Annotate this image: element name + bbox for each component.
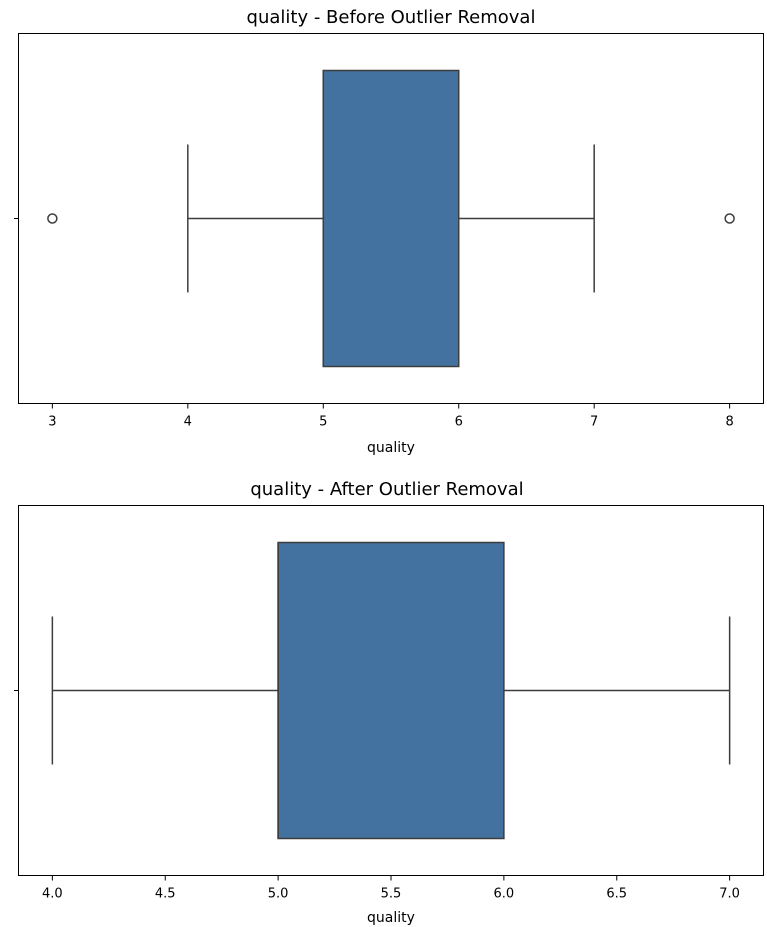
boxplot-after — [51, 541, 731, 840]
x-tick-label: 4.5 — [155, 887, 176, 902]
x-axis-label-before: quality — [367, 440, 415, 456]
chart-title-after: quality - After Outlier Removal — [250, 479, 523, 500]
x-tick-label: 7 — [590, 415, 598, 430]
x-tick-label: 6 — [455, 415, 463, 430]
x-tick-label: 5 — [319, 415, 327, 430]
chart-title-before: quality - Before Outlier Removal — [247, 7, 536, 28]
x-tick-label: 4.0 — [42, 887, 63, 902]
x-tick-label: 5.5 — [381, 887, 402, 902]
x-tick-label: 4 — [184, 415, 192, 430]
x-tick-label: 5.0 — [268, 887, 289, 902]
x-tick-label: 3 — [48, 415, 56, 430]
x-tick-label: 8 — [725, 415, 733, 430]
x-axis-ticks-before: 3 4 5 6 7 8 — [48, 403, 734, 430]
iqr-box — [277, 541, 505, 840]
boxplot-before — [47, 69, 735, 368]
outlier-point — [724, 213, 735, 224]
x-axis-label-after: quality — [367, 910, 415, 926]
outlier-point — [47, 213, 58, 224]
x-axis-ticks-after: 4.0 4.5 5.0 5.5 6.0 6.5 7.0 — [42, 875, 740, 902]
chart-after: quality - After Outlier Removal 4.0 4.5 5.… — [14, 479, 764, 926]
x-tick-label: 7.0 — [719, 887, 740, 902]
x-tick-label: 6.5 — [606, 887, 627, 902]
iqr-box — [322, 69, 460, 368]
x-tick-label: 6.0 — [494, 887, 515, 902]
